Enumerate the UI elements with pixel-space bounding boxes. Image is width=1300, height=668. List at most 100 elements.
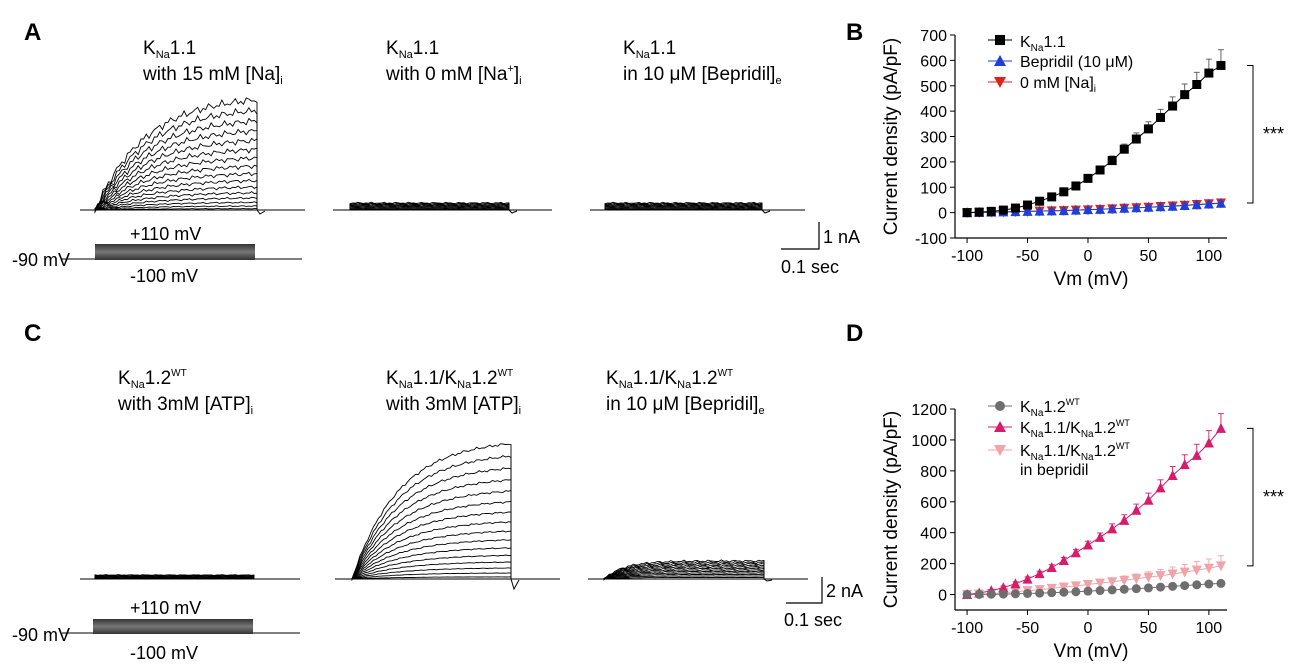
y-tick-label: 300 xyxy=(920,130,947,147)
trace-label-a2-cond: with 0 mM [Na xyxy=(385,64,508,85)
current-trace xyxy=(351,539,512,581)
current-trace xyxy=(349,207,510,210)
data-point xyxy=(1119,202,1130,213)
trace-label-c2: KNa1.1/KNa1.2WT with 3mM [ATP]i xyxy=(385,368,521,417)
panel-b-letter: B xyxy=(846,19,863,46)
data-point xyxy=(1034,205,1045,216)
protocol-c-hold: -90 mV xyxy=(12,625,70,645)
svg-text:with 0 mM [Na+]i: with 0 mM [Na+]i xyxy=(385,63,522,87)
data-point xyxy=(1143,124,1153,134)
scale-a-time: 0.1 sec xyxy=(781,257,839,277)
x-tick-label: 100 xyxy=(1196,248,1223,265)
current-traces-c3 xyxy=(588,559,808,582)
trace-label-a2-cond-post: ] xyxy=(514,64,519,85)
data-point xyxy=(1119,144,1129,154)
data-point xyxy=(1191,199,1202,210)
scale-c-time: 0.1 sec xyxy=(784,610,842,630)
data-point xyxy=(1215,561,1226,572)
data-point xyxy=(1070,547,1081,558)
y-tick-label: 700 xyxy=(920,28,947,45)
current-trace xyxy=(603,572,765,580)
data-point xyxy=(1059,187,1069,197)
data-point xyxy=(1191,565,1202,576)
protocol-c-top: +110 mV xyxy=(130,598,201,618)
y-axis-label: Current density (pA/pF) xyxy=(881,38,902,235)
current-trace xyxy=(94,577,255,579)
current-trace xyxy=(604,207,763,210)
series xyxy=(962,49,1226,218)
data-point xyxy=(1046,561,1057,572)
data-point xyxy=(1010,589,1020,599)
data-point xyxy=(998,582,1009,593)
data-point xyxy=(1216,578,1226,588)
data-point xyxy=(1131,574,1142,585)
data-point xyxy=(1082,539,1093,550)
legend-b: KNa1.1 Bepridil (10 μM) 0 mM [Na]i xyxy=(988,34,1133,95)
legend-d-item-2: KNa1.1/KNa1.2WT xyxy=(988,418,1130,440)
data-point xyxy=(1216,60,1226,70)
data-point xyxy=(1203,563,1214,574)
current-trace xyxy=(94,164,258,214)
tail-current xyxy=(508,209,518,214)
data-point xyxy=(1058,555,1069,566)
data-point xyxy=(1155,482,1166,493)
x-tick-label: 50 xyxy=(1140,248,1158,265)
trace-label-a3-cond-sub: e xyxy=(775,75,781,87)
current-trace xyxy=(351,479,512,579)
data-point xyxy=(1107,156,1117,166)
data-point xyxy=(1155,201,1166,212)
data-point xyxy=(1131,134,1141,144)
series-line xyxy=(967,202,1222,214)
current-traces-a2 xyxy=(333,201,552,214)
current-trace xyxy=(351,489,512,579)
data-point xyxy=(1167,569,1178,580)
y-tick-label: 600 xyxy=(920,53,947,70)
scale-bar-a: 1 nA 0.1 sec xyxy=(781,222,860,277)
svg-text:KNa1.1/KNa1.2WT: KNa1.1/KNa1.2WT xyxy=(1020,441,1130,463)
data-point xyxy=(962,590,972,600)
x-tick-label: 100 xyxy=(1196,620,1223,637)
current-trace xyxy=(603,561,765,579)
svg-text:KNa1.1: KNa1.1 xyxy=(386,38,439,61)
svg-text:KNa1.2WT: KNa1.2WT xyxy=(118,368,187,391)
panel-a-letter: A xyxy=(24,19,41,46)
svg-text:KNa1.1/KNa1.2WT: KNa1.1/KNa1.2WT xyxy=(386,368,513,391)
data-point xyxy=(1095,203,1106,214)
data-point xyxy=(1083,586,1093,596)
current-trace xyxy=(604,204,763,210)
trace-label-a2-cond-sup: + xyxy=(507,63,513,75)
significance-bracket xyxy=(1247,427,1254,567)
data-point xyxy=(1082,204,1093,215)
trace-label-a1-name: K xyxy=(143,38,156,59)
protocol-c-bottom: -100 mV xyxy=(130,643,198,663)
data-point xyxy=(1107,203,1118,214)
svg-text:KNa1.1: KNa1.1 xyxy=(623,38,676,61)
data-point xyxy=(1023,588,1033,598)
legend-d-item-1: KNa1.2WT xyxy=(988,397,1080,419)
data-point xyxy=(1180,90,1190,100)
scale-bar-c: 2 nA 0.1 sec xyxy=(784,577,863,630)
data-point xyxy=(1022,205,1033,216)
series-line xyxy=(967,582,1222,595)
data-point xyxy=(1168,101,1178,111)
data-point xyxy=(1107,585,1117,595)
x-tick-label: -50 xyxy=(1016,620,1039,637)
data-point xyxy=(1023,200,1033,210)
current-trace xyxy=(604,208,763,210)
y-tick-label: 0 xyxy=(938,588,947,605)
current-trace xyxy=(94,128,258,210)
data-point xyxy=(1179,459,1190,470)
data-point xyxy=(1167,469,1178,480)
x-tick-label: 50 xyxy=(1140,620,1158,637)
current-trace xyxy=(94,575,255,579)
voltage-protocol-c: +110 mV -90 mV -100 mV xyxy=(12,598,300,663)
svg-text:with 3mM [ATP]i: with 3mM [ATP]i xyxy=(385,394,521,417)
data-point xyxy=(1035,588,1045,598)
svg-text:KNa1.1: KNa1.1 xyxy=(143,38,196,61)
protocol-a-bottom: -100 mV xyxy=(130,266,198,286)
data-point xyxy=(1095,165,1105,175)
series xyxy=(962,413,1226,600)
data-point xyxy=(1107,577,1118,588)
trace-label-a2-sub: Na xyxy=(399,49,414,61)
legend-d-item-3: KNa1.1/KNa1.2WT in bepridil xyxy=(988,441,1130,479)
